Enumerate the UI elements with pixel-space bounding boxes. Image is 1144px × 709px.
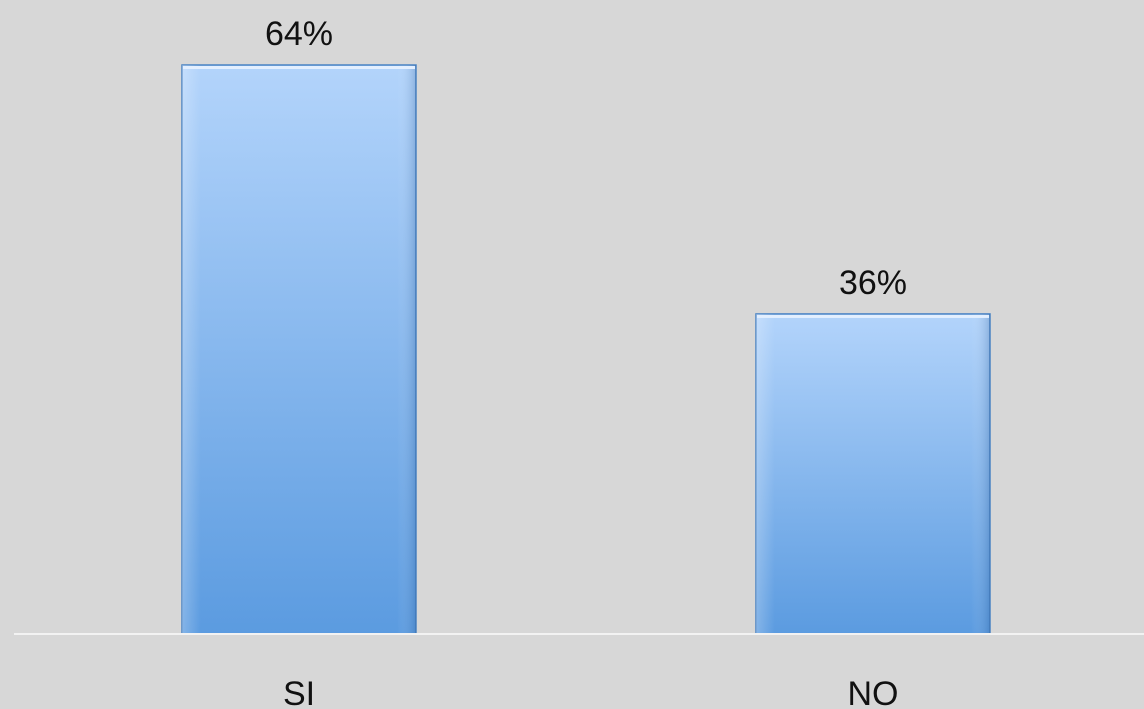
bar-top-highlight-no [757,314,989,318]
bars-layer [181,64,991,635]
bar-sheen-si [182,65,416,634]
labels-layer: 64% SI 36% NO [265,15,907,709]
x-tick-label-si: SI [283,675,315,709]
bar-sheen-no [756,313,990,634]
bar-top-highlight-si [183,66,415,69]
data-label-no: 36% [839,264,907,302]
data-label-si: 64% [265,15,333,53]
x-tick-label-no: NO [848,675,899,709]
